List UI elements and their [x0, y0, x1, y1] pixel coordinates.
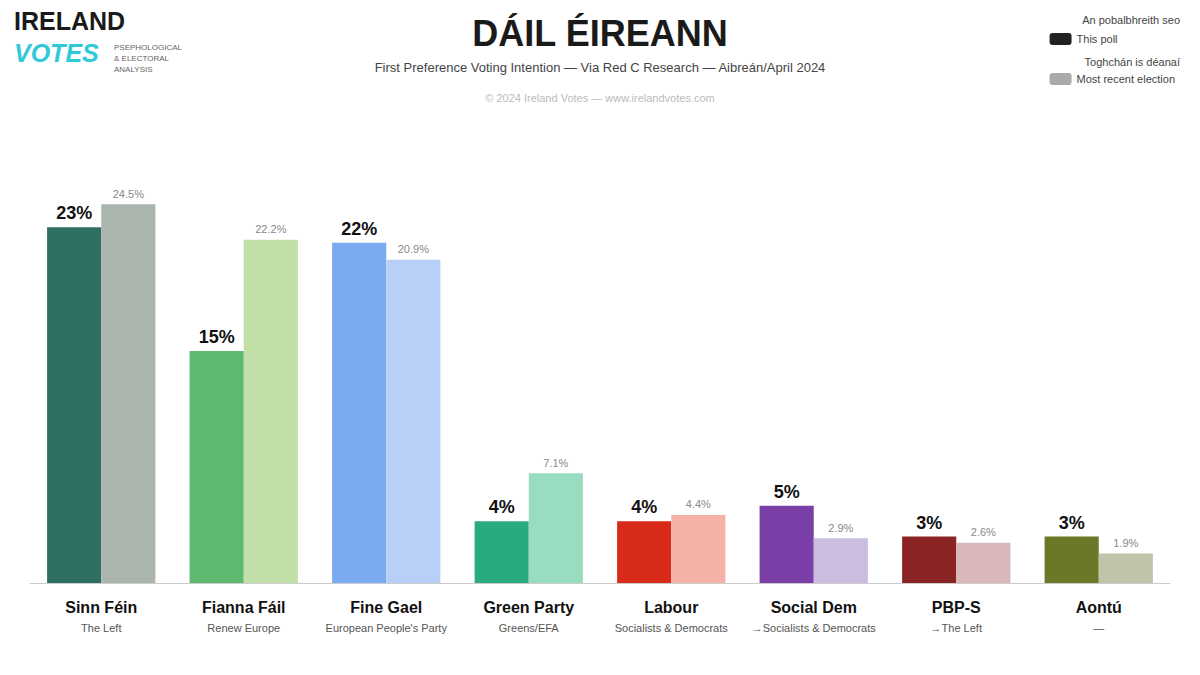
- svg-text:Green Party: Green Party: [483, 599, 574, 616]
- svg-text:PBP-S: PBP-S: [932, 599, 981, 616]
- svg-text:22.2%: 22.2%: [255, 223, 286, 235]
- svg-text:Aontú: Aontú: [1076, 599, 1122, 616]
- svg-text:3%: 3%: [1059, 513, 1085, 533]
- svg-text:& ELECTORAL: & ELECTORAL: [114, 54, 170, 63]
- svg-text:Renew Europe: Renew Europe: [207, 622, 280, 634]
- svg-text:23%: 23%: [56, 203, 92, 223]
- svg-text:First Preference Voting Intent: First Preference Voting Intention — Via …: [375, 60, 826, 75]
- svg-text:Socialists & Democrats: Socialists & Democrats: [615, 622, 729, 634]
- svg-text:4%: 4%: [489, 497, 515, 517]
- svg-text:Social Dem: Social Dem: [771, 599, 857, 616]
- svg-text:7.1%: 7.1%: [543, 457, 568, 469]
- svg-text:Labour: Labour: [644, 599, 698, 616]
- svg-text:3%: 3%: [916, 513, 942, 533]
- svg-text:VOTES: VOTES: [14, 39, 99, 67]
- svg-text:5%: 5%: [774, 482, 800, 502]
- svg-text:24.5%: 24.5%: [113, 188, 144, 200]
- svg-text:Toghchán is déanaí: Toghchán is déanaí: [1085, 56, 1180, 68]
- svg-text:2.6%: 2.6%: [971, 526, 996, 538]
- svg-text:PSEPHOLOGICAL: PSEPHOLOGICAL: [114, 43, 183, 52]
- svg-text:Sinn Féin: Sinn Féin: [65, 599, 137, 616]
- svg-text:2.9%: 2.9%: [828, 522, 853, 534]
- svg-text:© 2024 Ireland Votes — www.ire: © 2024 Ireland Votes — www.irelandvotes.…: [485, 92, 714, 104]
- svg-text:22%: 22%: [341, 219, 377, 239]
- svg-text:IRELAND: IRELAND: [14, 7, 125, 35]
- svg-text:Fianna Fáil: Fianna Fáil: [202, 599, 286, 616]
- svg-text:An pobalbhreith seo: An pobalbhreith seo: [1082, 14, 1180, 26]
- svg-text:This poll: This poll: [1077, 33, 1118, 45]
- svg-text:European People's Party: European People's Party: [326, 622, 448, 634]
- svg-text:20.9%: 20.9%: [398, 243, 429, 255]
- svg-text:4%: 4%: [631, 497, 657, 517]
- svg-text:Greens/EFA: Greens/EFA: [499, 622, 560, 634]
- svg-text:ANALYSIS: ANALYSIS: [114, 65, 153, 74]
- svg-text:15%: 15%: [199, 327, 235, 347]
- svg-text:DÁIL ÉIREANN: DÁIL ÉIREANN: [472, 13, 727, 54]
- svg-text:Most recent election: Most recent election: [1077, 73, 1175, 85]
- svg-text:Fine Gael: Fine Gael: [350, 599, 422, 616]
- svg-text:→Socialists & Democrats: →Socialists & Democrats: [752, 622, 877, 634]
- svg-text:1.9%: 1.9%: [1113, 537, 1138, 549]
- svg-text:—: —: [1093, 622, 1104, 634]
- svg-text:→The Left: →The Left: [931, 622, 982, 634]
- svg-text:4.4%: 4.4%: [686, 498, 711, 510]
- svg-text:The Left: The Left: [81, 622, 121, 634]
